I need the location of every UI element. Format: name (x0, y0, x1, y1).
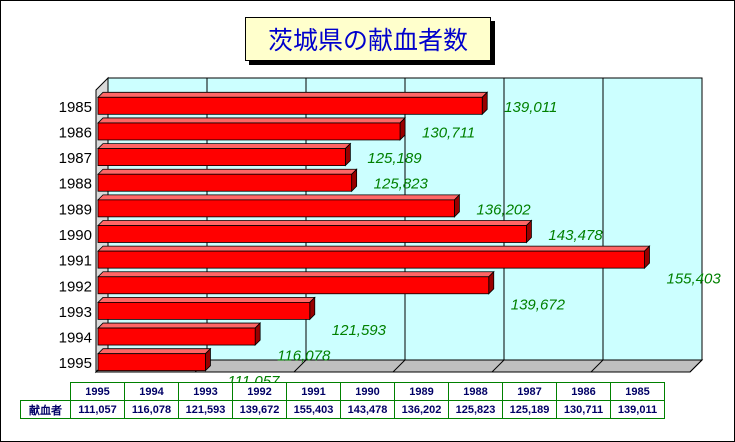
table-value-cell: 116,078 (124, 400, 179, 419)
bar-top (97, 245, 651, 252)
table-value-cell: 139,011 (610, 400, 665, 419)
bar-top (97, 91, 489, 98)
bar (97, 347, 212, 372)
bar-top (97, 322, 262, 329)
bar (97, 322, 262, 347)
chart-title: 茨城県の献血者数 (245, 17, 491, 61)
category-label: 1993 (59, 304, 92, 321)
bar (97, 296, 316, 321)
bar-top (97, 168, 358, 175)
table-value-cell: 125,823 (448, 400, 503, 419)
data-table: 1995 1994 1993 1992 1991 1990 1989 1988 1987 1986… (20, 382, 665, 419)
category-label: 1988 (59, 176, 92, 193)
bar (97, 91, 489, 116)
bar-top (97, 143, 352, 149)
table-year-cell: 1991 (286, 382, 341, 401)
bar-top (97, 194, 461, 201)
bar-face (97, 302, 311, 320)
bars (97, 91, 651, 372)
bar-face (97, 276, 490, 295)
gridline-floor (392, 359, 406, 373)
gridline-floor (689, 359, 703, 373)
data-label: 136,202 (476, 201, 531, 218)
bar-face (97, 353, 206, 372)
bar-top (97, 297, 316, 303)
bar-face (97, 96, 483, 115)
bar (97, 219, 533, 244)
table-year-cell: 1989 (394, 382, 449, 401)
bar-top (97, 271, 495, 278)
table-corner (20, 382, 71, 401)
category-label: 1987 (59, 150, 92, 167)
bar-face (97, 122, 401, 141)
category-label: 1985 (59, 99, 92, 116)
table-row-label: 献血者 (20, 400, 71, 419)
table-year-cell: 1986 (556, 382, 611, 401)
data-label: 130,711 (422, 124, 475, 141)
table-year-cell: 1988 (448, 382, 503, 401)
category-label: 1990 (59, 227, 92, 244)
category-label: 1989 (59, 201, 92, 218)
bar-face (97, 225, 527, 243)
table-row: 献血者 111,057 116,078 121,593 139,672 155,403 1… (20, 400, 665, 419)
bar (97, 168, 358, 193)
table-value-cell: 130,711 (556, 400, 611, 419)
table-year-cell: 1987 (502, 382, 557, 401)
gridline-floor (491, 359, 505, 373)
gridline-floor (293, 359, 307, 373)
data-label: 121,593 (332, 322, 387, 339)
category-labels: 1985 1986 1987 1988 1989 1990 1991 1992 1993 1994… (59, 99, 92, 372)
table-value-cell: 139,672 (232, 400, 287, 419)
table-value-cell: 136,202 (394, 400, 449, 419)
bar-face (97, 199, 455, 218)
data-label: 155,403 (666, 271, 721, 288)
bar-top (97, 348, 212, 355)
bar (97, 270, 495, 295)
table-year-cell: 1994 (124, 382, 179, 401)
table-value-cell: 125,189 (502, 400, 557, 419)
bar-top (97, 220, 533, 226)
table-year-cell: 1992 (232, 382, 287, 401)
table-header-row: 1995 1994 1993 1992 1991 1990 1989 1988 1987 1986… (20, 382, 665, 401)
table-value-cell: 121,593 (178, 400, 233, 419)
table-value-cell: 155,403 (286, 400, 341, 419)
data-label: 143,478 (548, 227, 603, 244)
category-label: 1992 (59, 278, 92, 295)
category-label: 1986 (59, 124, 92, 141)
category-label: 1995 (59, 355, 92, 372)
bar (97, 142, 352, 167)
table-value-cell: 111,057 (70, 400, 125, 419)
category-label: 1994 (59, 330, 92, 347)
data-label: 139,011 (504, 99, 557, 116)
gridline-floor (590, 359, 604, 373)
bar-face (97, 327, 256, 346)
data-label: 139,672 (511, 296, 566, 313)
data-label: 125,189 (367, 150, 422, 167)
table-year-cell: 1990 (340, 382, 395, 401)
bar-face (97, 173, 353, 192)
bar (97, 245, 651, 270)
bar (97, 116, 407, 141)
category-label: 1991 (59, 253, 92, 270)
bar-face (97, 148, 346, 166)
table-year-cell: 1995 (70, 382, 125, 401)
table-year-cell: 1985 (610, 382, 665, 401)
bar (97, 193, 461, 218)
table-value-cell: 143,478 (340, 400, 395, 419)
data-label: 116,078 (277, 348, 331, 365)
data-label: 125,823 (374, 176, 429, 193)
bar-face (97, 250, 645, 269)
table-year-cell: 1993 (178, 382, 233, 401)
bar-top (97, 117, 407, 124)
